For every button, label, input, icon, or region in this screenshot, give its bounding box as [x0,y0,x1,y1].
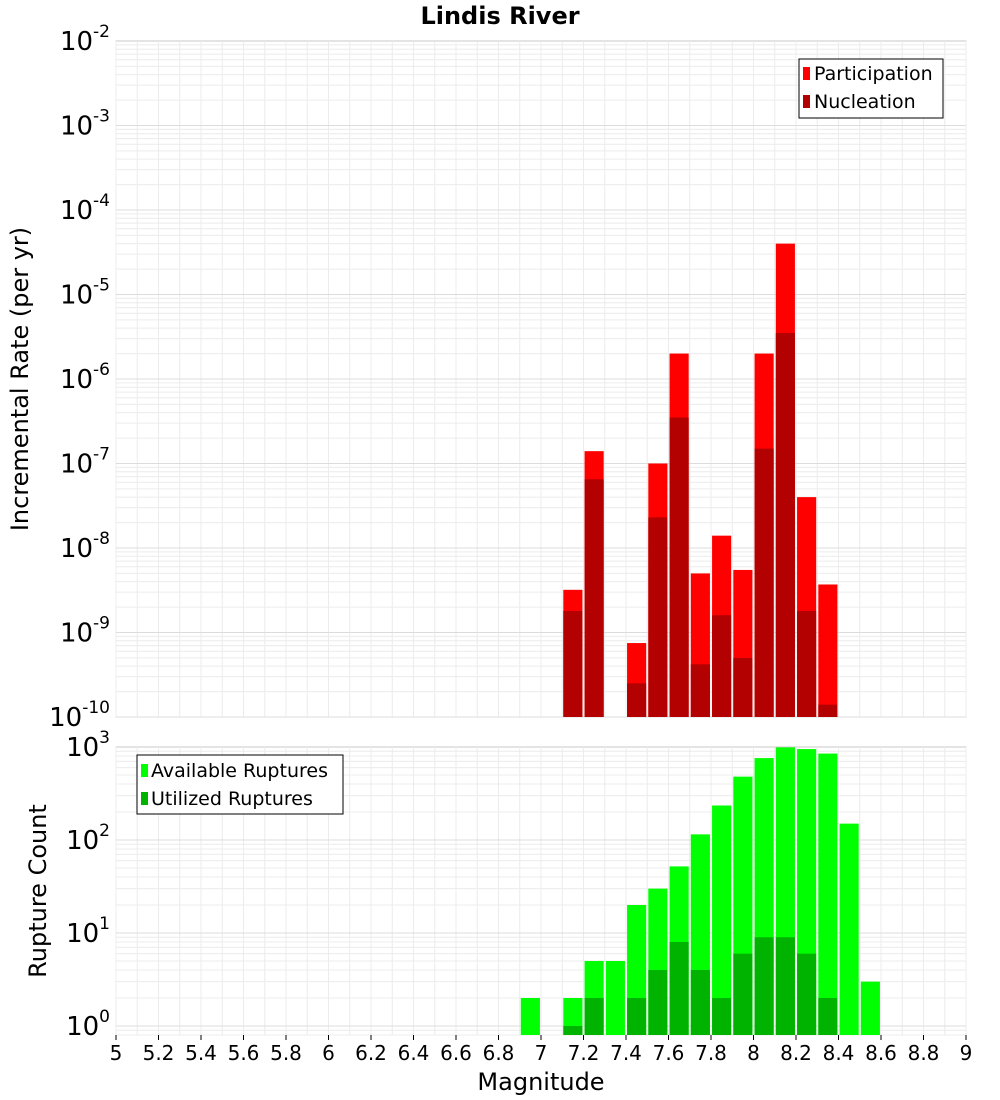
nucleation-legend-label: Nucleation [814,91,916,113]
rate-bar-nucleation [818,704,838,717]
rate-bar-nucleation [563,610,583,717]
count-bar-available-ruptures [860,981,880,1035]
count-bar-utilized-ruptures [648,969,668,1035]
rate-y-tick-label: 10-6 [60,360,110,395]
rate-bar-nucleation [627,683,647,717]
count-bar-available-ruptures [563,997,583,1035]
x-tick-label: 7.8 [695,1041,727,1065]
rate-bars [563,243,838,718]
count-y-axis-label: Rupture Count [24,804,52,978]
x-tick-label: 8.8 [908,1041,940,1065]
count-bar-utilized-ruptures [733,953,753,1035]
count-bar-available-ruptures [605,960,625,1035]
rate-bar-nucleation [733,657,753,717]
rate-legend: Participation Nucleation [798,58,944,119]
rate-grid [115,41,967,718]
x-tick-label: 7 [535,1041,548,1065]
rate-bar-nucleation [712,615,732,717]
rate-y-tick-label: 10-9 [60,614,110,649]
x-tick-label: 8.4 [823,1041,855,1065]
x-tick-label: 7.2 [568,1041,600,1065]
rate-bar-nucleation [584,479,604,717]
chart-title: Lindis River [420,2,579,30]
rate-bar-nucleation [669,417,689,717]
rate-bar-participation [818,584,838,717]
count-bar-utilized-ruptures [690,969,710,1035]
x-tick-label: 6 [322,1041,335,1065]
x-tick-label: 8.2 [780,1041,812,1065]
rate-bar-nucleation [797,610,817,717]
count-bar-available-ruptures [839,823,859,1035]
rate-y-tick-label: 10-10 [49,698,110,733]
count-bar-available-ruptures [712,805,732,1035]
rate-y-tick-label: 10-2 [60,22,110,57]
rate-bar-nucleation [775,333,795,717]
count-y-tick-label: 102 [66,821,110,856]
rate-y-ticks: 10-10 10-9 10-8 10-7 10-6 10-5 10-4 10-3 10-2 [49,22,110,733]
utilized-ruptures-legend-swatch [141,792,148,805]
utilized-ruptures-legend-label: Utilized Ruptures [151,788,313,810]
participation-legend-swatch [803,67,810,80]
count-bar-utilized-ruptures [818,997,838,1035]
x-tick-label: 5.2 [143,1041,175,1065]
count-bar-utilized-ruptures [797,953,817,1035]
rate-bar-nucleation [754,448,774,717]
count-bar-available-ruptures [818,753,838,1035]
rate-bar-nucleation [690,664,710,717]
rate-y-tick-label: 10-8 [60,529,110,564]
rate-bar-nucleation [648,517,668,717]
rate-y-tick-label: 10-3 [60,107,110,142]
x-tick-label: 6.4 [398,1041,430,1065]
x-axis-label: Magnitude [477,1068,604,1096]
x-tick-label: 6.6 [440,1041,472,1065]
participation-legend-label: Participation [814,63,933,85]
available-ruptures-legend-label: Available Ruptures [151,760,328,782]
rate-legend-box [798,58,944,119]
x-tick-label: 5.6 [228,1041,260,1065]
count-y-tick-label: 101 [66,914,110,949]
count-bar-available-ruptures [520,997,540,1035]
x-tick-label: 5.8 [270,1041,302,1065]
x-tick-label: 7.6 [653,1041,685,1065]
count-y-tick-label: 103 [66,728,110,763]
count-bar-utilized-ruptures [669,942,689,1035]
count-bar-utilized-ruptures [712,997,732,1035]
count-legend-box [136,754,344,815]
x-tick-label: 5 [110,1041,123,1065]
x-tick-label: 9 [960,1041,973,1065]
count-y-tick-label: 100 [66,1007,110,1042]
count-bar-utilized-ruptures [627,997,647,1035]
available-ruptures-legend-swatch [141,764,148,777]
x-tick-label: 8.6 [865,1041,897,1065]
x-tick-label: 6.2 [355,1041,387,1065]
x-tick-label: 7.4 [610,1041,642,1065]
x-axis-ticks: 5 5.2 5.4 5.6 5.8 6 6.2 6.4 6.6 6.8 7 7.2 7.4 7.6 7.8 8… [110,1035,973,1065]
x-tick-label: 5.4 [185,1041,217,1065]
count-bar-utilized-ruptures [584,997,604,1035]
rate-y-tick-label: 10-7 [60,445,110,480]
rate-y-tick-label: 10-5 [60,276,110,311]
x-tick-label: 6.8 [483,1041,515,1065]
nucleation-legend-swatch [803,95,810,108]
count-bar-utilized-ruptures [775,937,795,1035]
rate-y-tick-label: 10-4 [60,191,110,226]
count-y-ticks: 100 101 102 103 [66,728,110,1042]
count-bars [520,747,880,1035]
count-legend: Available Ruptures Utilized Ruptures [136,754,344,815]
count-bar-utilized-ruptures [563,1025,583,1035]
count-bar-utilized-ruptures [754,937,774,1035]
rate-y-axis-label: Incremental Rate (per yr) [6,227,34,531]
x-tick-label: 8 [747,1041,760,1065]
